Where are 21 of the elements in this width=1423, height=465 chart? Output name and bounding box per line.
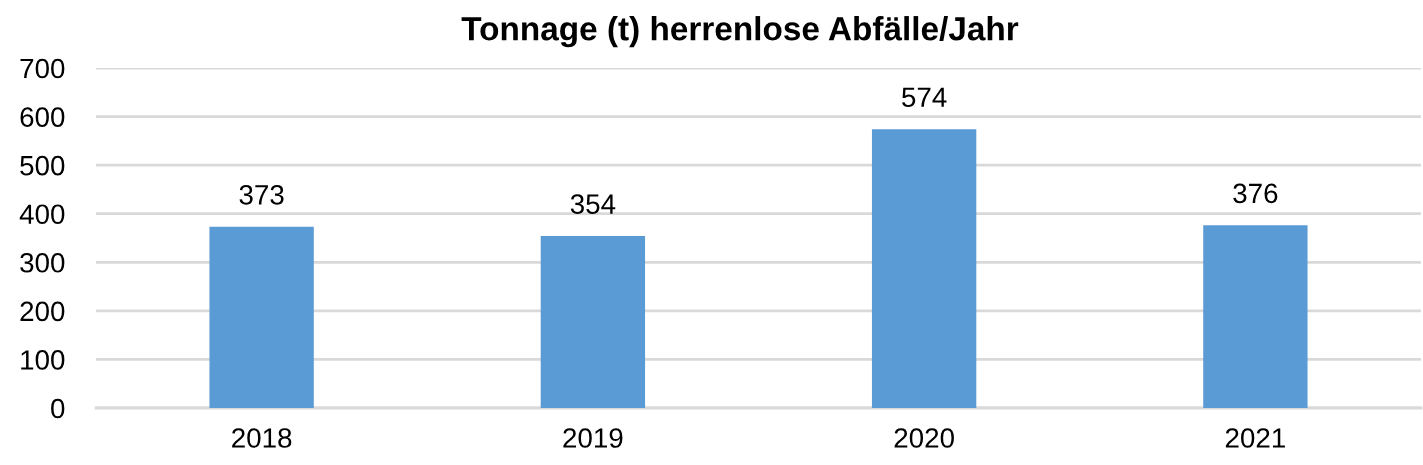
y-tick-label: 700	[20, 58, 65, 79]
chart-title: Tonnage (t) herrenlose Abfälle/Jahr	[461, 16, 1019, 48]
y-tick-label: 0	[51, 398, 65, 419]
data-label: 376	[1233, 183, 1278, 204]
y-tick-label: 400	[19, 204, 65, 225]
bar	[540, 236, 646, 408]
y-tick-label: 600	[20, 107, 65, 127]
x-tick-label: 2020	[894, 428, 954, 448]
x-tick-label: 2018	[232, 428, 292, 448]
y-tick-label: 200	[20, 301, 65, 322]
y-tick-label: 500	[20, 155, 65, 176]
data-label: 373	[239, 185, 284, 205]
bar	[1203, 225, 1308, 408]
bar	[871, 129, 977, 408]
x-tick-label: 2019	[563, 428, 623, 448]
y-tick-label: 100	[21, 350, 65, 370]
bar	[209, 226, 314, 408]
y-tick-label: 300	[20, 252, 65, 273]
data-label: 354	[570, 194, 616, 214]
data-label: 574	[902, 87, 947, 108]
x-tick-label: 2021	[1225, 428, 1285, 448]
